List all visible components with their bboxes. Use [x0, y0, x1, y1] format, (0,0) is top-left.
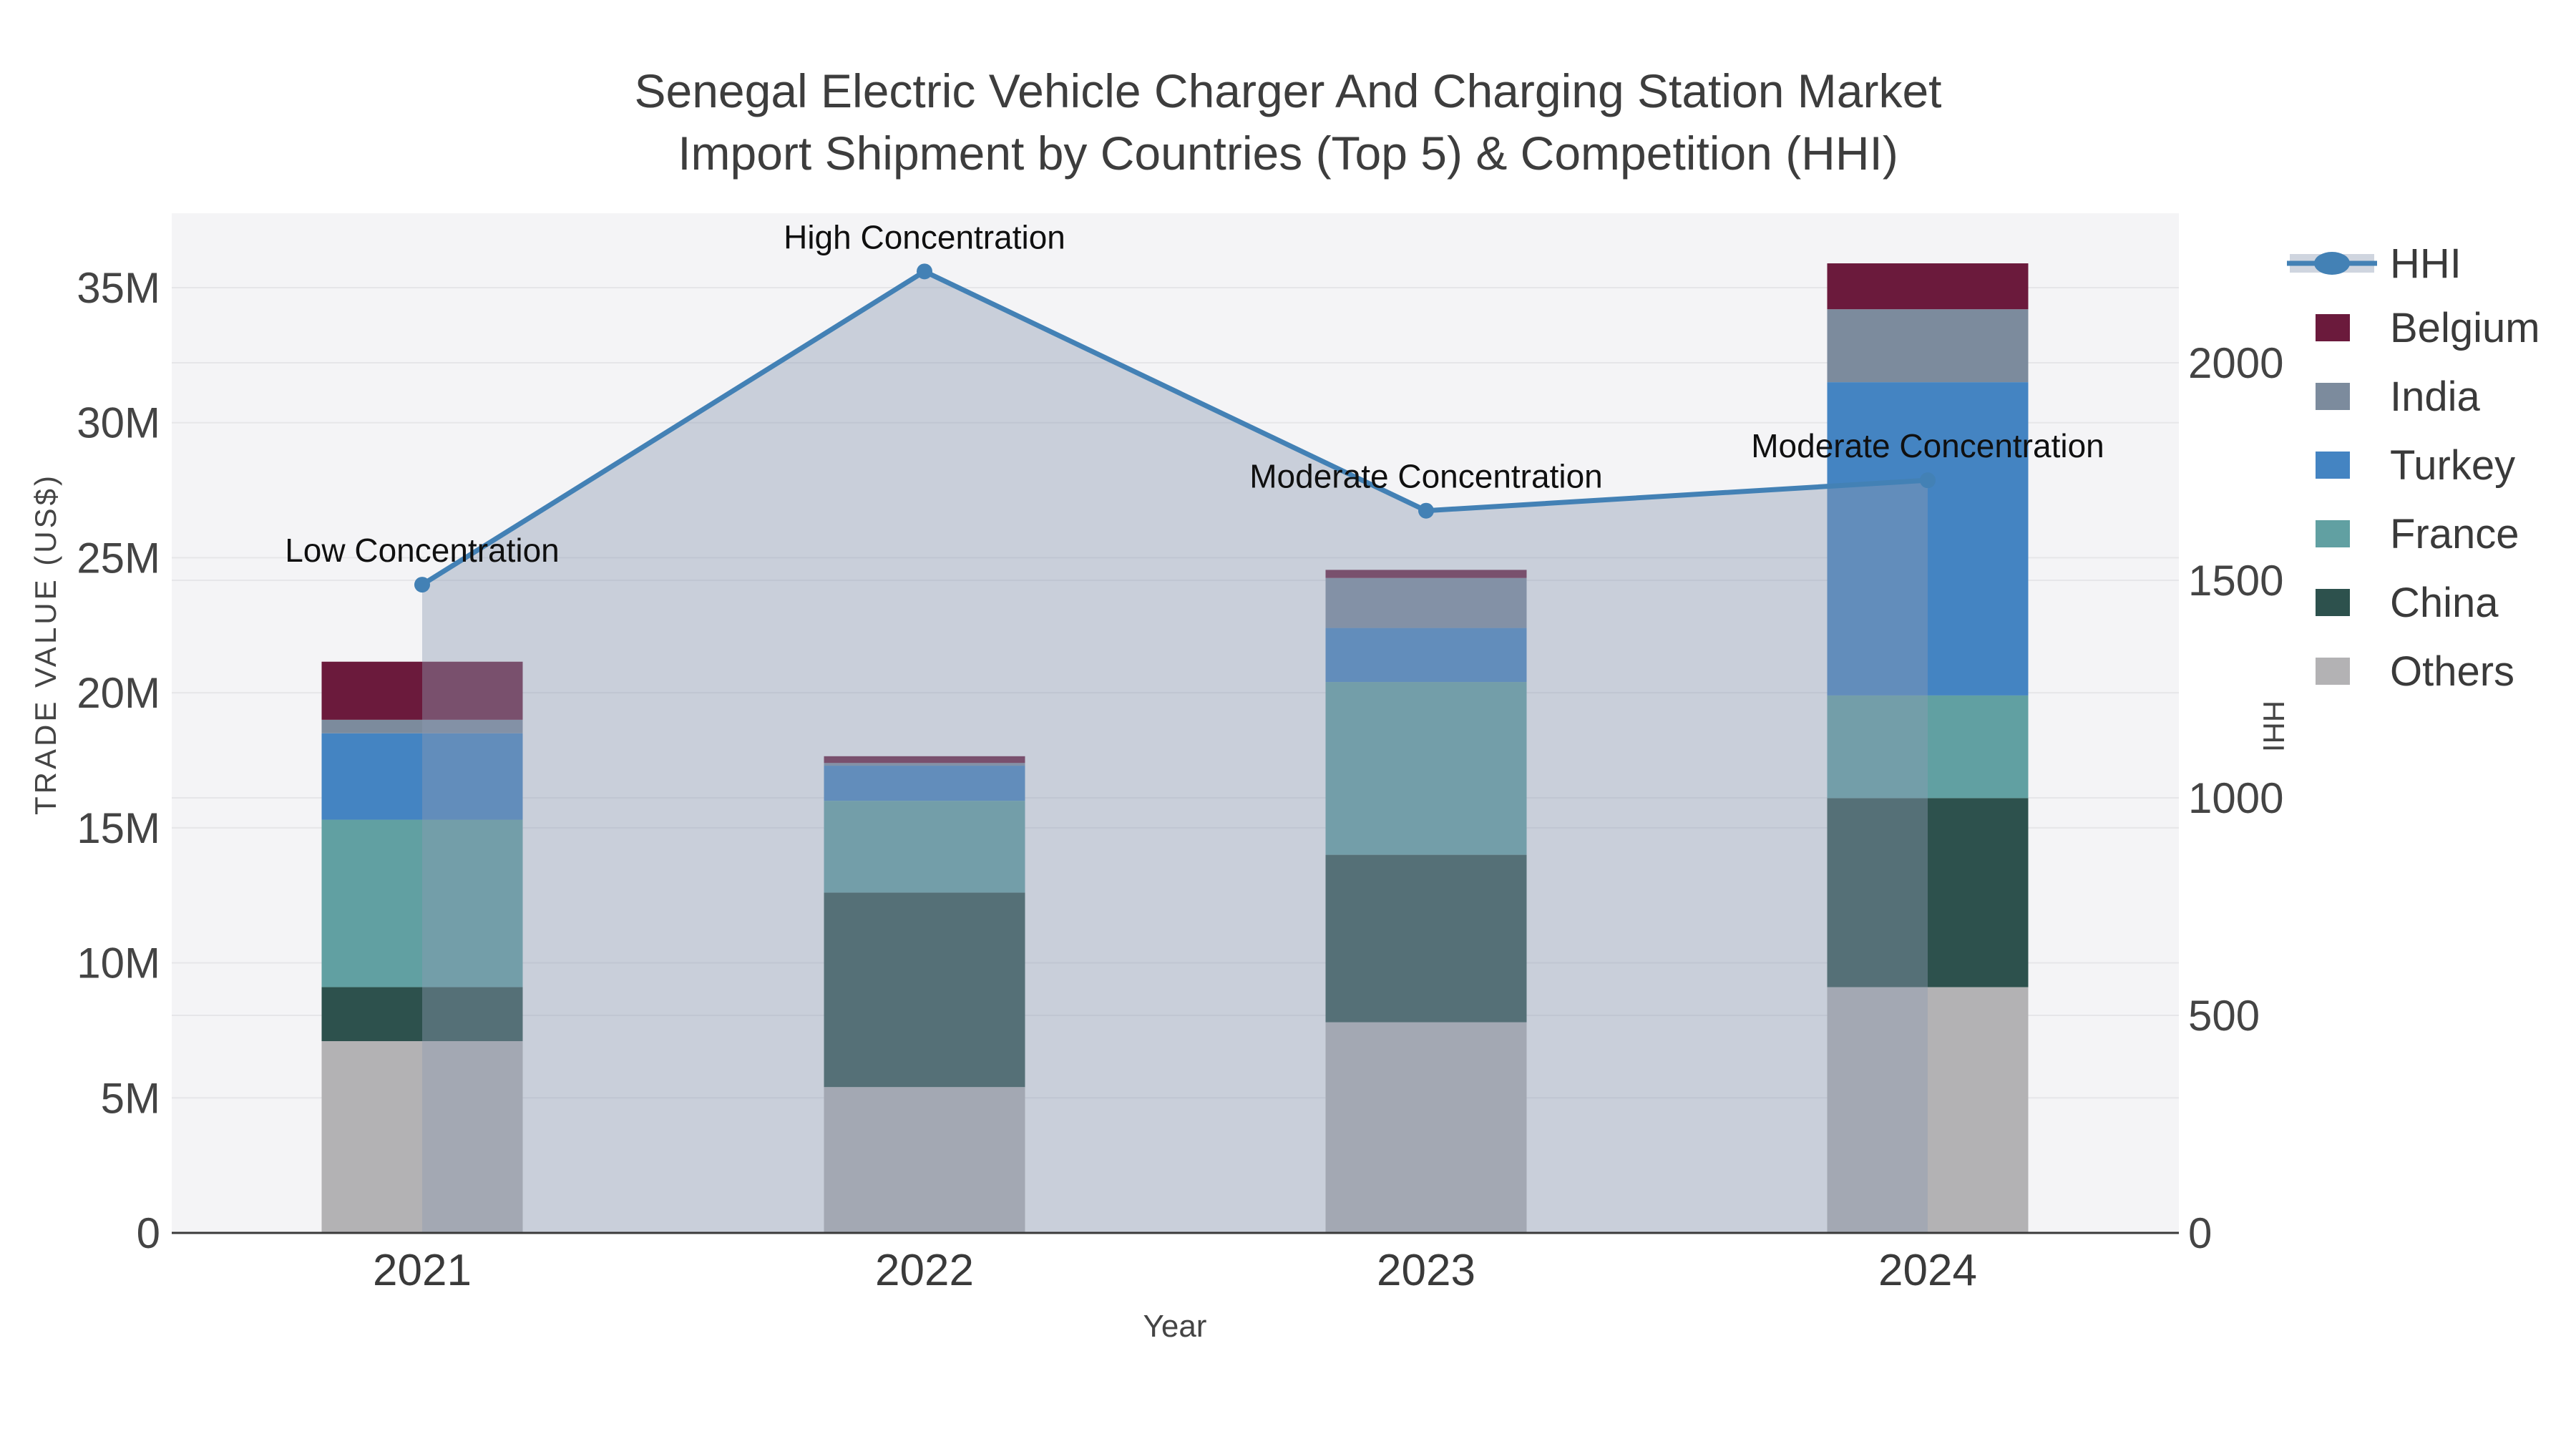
bar-segment-turkey-2021[interactable] — [321, 733, 523, 820]
left-axis-title: TRADE VALUE (US$) — [29, 473, 62, 815]
right-tick-label-500: 500 — [2188, 992, 2260, 1040]
left-tick-label-0: 0 — [137, 1209, 160, 1257]
bar-segment-turkey-2024[interactable] — [1827, 382, 2029, 696]
right-tick-label-1000: 1000 — [2188, 774, 2283, 822]
hhi-line — [421, 268, 1928, 587]
bar-segment-india-2021[interactable] — [321, 719, 523, 733]
annotation-2024: Moderate Concentration — [1751, 427, 2104, 464]
legend-label-belgium[interactable]: Belgium — [2390, 305, 2540, 351]
year-tick-label-2022[interactable]: 2022 — [875, 1246, 974, 1295]
bar-segment-india-2022[interactable] — [824, 763, 1025, 766]
bar-segment-others-2024[interactable] — [1827, 987, 2029, 1233]
bar-segment-china-2021[interactable] — [321, 987, 523, 1042]
bar-segment-india-2023[interactable] — [1325, 577, 1527, 628]
chart-title-line1: Senegal Electric Vehicle Charger And Cha… — [634, 64, 1941, 117]
left-tick-label-20M: 20M — [77, 669, 160, 717]
bar-segment-belgium-2024[interactable] — [1827, 263, 2029, 310]
right-tick-label-0: 0 — [2188, 1209, 2212, 1257]
right-axis-title: HHI — [2257, 701, 2290, 752]
legend-label-turkey[interactable]: Turkey — [2390, 442, 2515, 489]
year-tick-label-2021[interactable]: 2021 — [373, 1246, 472, 1295]
annotation-2021: Low Concentration — [285, 532, 560, 569]
bar-segment-france-2024[interactable] — [1827, 695, 2029, 799]
year-tick-label-2024[interactable]: 2024 — [1878, 1246, 1977, 1295]
legend-label-hhi[interactable]: HHI — [2390, 240, 2462, 287]
legend-swatch-france[interactable] — [2316, 520, 2350, 547]
bar-segment-belgium-2021[interactable] — [321, 661, 523, 720]
bar-segment-france-2021[interactable] — [321, 819, 523, 987]
hhi-marker-2024[interactable] — [1920, 472, 1936, 489]
legend-label-others[interactable]: Others — [2390, 648, 2514, 695]
left-tick-label-30M: 30M — [77, 399, 160, 447]
right-tick-label-2000: 2000 — [2188, 339, 2283, 387]
left-tick-label-10M: 10M — [77, 940, 160, 987]
bar-segment-turkey-2023[interactable] — [1325, 628, 1527, 683]
legend-swatch-china[interactable] — [2316, 589, 2350, 616]
bar-segment-china-2022[interactable] — [824, 892, 1025, 1088]
bar-segment-france-2022[interactable] — [824, 801, 1025, 893]
left-tick-label-35M: 35M — [77, 264, 160, 312]
chart-title-line2: Import Shipment by Countries (Top 5) & C… — [678, 127, 1898, 180]
x-axis-title: Year — [1143, 1309, 1207, 1344]
left-tick-label-25M: 25M — [77, 534, 160, 582]
legend-swatch-belgium[interactable] — [2316, 314, 2350, 341]
legend-swatch-india[interactable] — [2316, 383, 2350, 410]
legend-swatch-turkey[interactable] — [2316, 452, 2350, 479]
bar-segment-turkey-2022[interactable] — [824, 766, 1025, 801]
bar-segment-others-2022[interactable] — [824, 1087, 1025, 1233]
hhi-marker-2021[interactable] — [414, 577, 430, 593]
bar-segment-china-2023[interactable] — [1325, 854, 1527, 1023]
legend-label-china[interactable]: China — [2390, 580, 2499, 626]
legend-hhi-marker-sample — [2314, 252, 2350, 275]
bar-segment-belgium-2022[interactable] — [824, 756, 1025, 763]
bar-segment-belgium-2023[interactable] — [1325, 570, 1527, 578]
left-tick-label-15M: 15M — [77, 804, 160, 852]
bar-segment-china-2024[interactable] — [1827, 798, 2029, 987]
hhi-area-fill — [422, 271, 1928, 1233]
annotation-2023: Moderate Concentration — [1249, 458, 1603, 495]
bar-segment-france-2023[interactable] — [1325, 682, 1527, 855]
annotation-2022: High Concentration — [784, 218, 1065, 255]
bar-segment-others-2021[interactable] — [321, 1041, 523, 1233]
legend-label-india[interactable]: India — [2390, 374, 2481, 420]
right-tick-label-1500: 1500 — [2188, 557, 2283, 605]
legend-swatch-others[interactable] — [2316, 658, 2350, 685]
left-tick-label-5M: 5M — [101, 1074, 160, 1122]
hhi-marker-2022[interactable] — [917, 263, 932, 280]
hhi-marker-2023[interactable] — [1418, 502, 1434, 519]
legend-label-france[interactable]: France — [2390, 511, 2519, 557]
bar-segment-india-2024[interactable] — [1827, 309, 2029, 383]
year-tick-label-2023[interactable]: 2023 — [1377, 1246, 1475, 1295]
bar-segment-others-2023[interactable] — [1325, 1022, 1527, 1233]
